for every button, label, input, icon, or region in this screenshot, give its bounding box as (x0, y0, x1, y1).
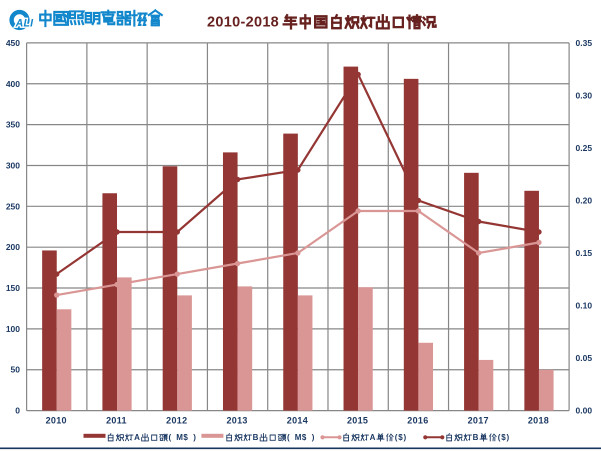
svg-text:B: B (473, 433, 479, 442)
svg-text:150: 150 (6, 283, 20, 293)
svg-text:): ) (193, 433, 196, 442)
svg-text:0.20: 0.20 (576, 196, 593, 206)
svg-text:A: A (134, 433, 140, 442)
svg-text:450: 450 (6, 38, 20, 48)
svg-text:200: 200 (6, 242, 20, 252)
svg-text:2011: 2011 (106, 416, 127, 426)
svg-text:2010: 2010 (46, 416, 67, 426)
svg-text:2013: 2013 (226, 416, 247, 426)
svg-text:B: B (253, 433, 259, 442)
svg-text:2010-2018: 2010-2018 (207, 15, 279, 31)
svg-text:50: 50 (11, 365, 21, 375)
svg-text:ALI: ALI (15, 17, 35, 29)
svg-text:2017: 2017 (468, 416, 489, 426)
svg-text:2014: 2014 (287, 416, 308, 426)
svg-text:): ) (312, 433, 315, 442)
svg-text:300: 300 (6, 161, 20, 171)
svg-text:A: A (370, 433, 376, 442)
svg-text:100: 100 (6, 324, 20, 334)
svg-text:(: ( (169, 433, 172, 442)
svg-text:0.35: 0.35 (576, 38, 593, 48)
svg-text:0.15: 0.15 (576, 248, 593, 258)
svg-text:2016: 2016 (407, 416, 428, 426)
svg-text:M$: M$ (295, 433, 307, 442)
svg-text:0.00: 0.00 (576, 406, 593, 416)
svg-text:0.05: 0.05 (576, 353, 593, 363)
svg-text:($): ($) (498, 433, 510, 442)
svg-text:0.25: 0.25 (576, 143, 593, 153)
svg-text:2015: 2015 (347, 416, 368, 426)
svg-text:($): ($) (395, 433, 407, 442)
svg-text:(: ( (287, 433, 290, 442)
svg-text:2018: 2018 (528, 416, 549, 426)
svg-text:ALI: ALI (15, 17, 35, 29)
svg-text:0.10: 0.10 (576, 301, 593, 311)
svg-text:2012: 2012 (166, 416, 187, 426)
svg-text:400: 400 (6, 79, 20, 89)
svg-text:350: 350 (6, 120, 20, 130)
svg-text:0.30: 0.30 (576, 90, 593, 100)
svg-text:0: 0 (15, 406, 20, 416)
svg-text:M$: M$ (176, 433, 188, 442)
svg-text:250: 250 (6, 201, 20, 211)
